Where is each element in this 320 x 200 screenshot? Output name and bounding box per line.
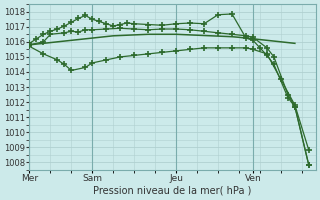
X-axis label: Pression niveau de la mer( hPa ): Pression niveau de la mer( hPa )	[93, 186, 252, 196]
